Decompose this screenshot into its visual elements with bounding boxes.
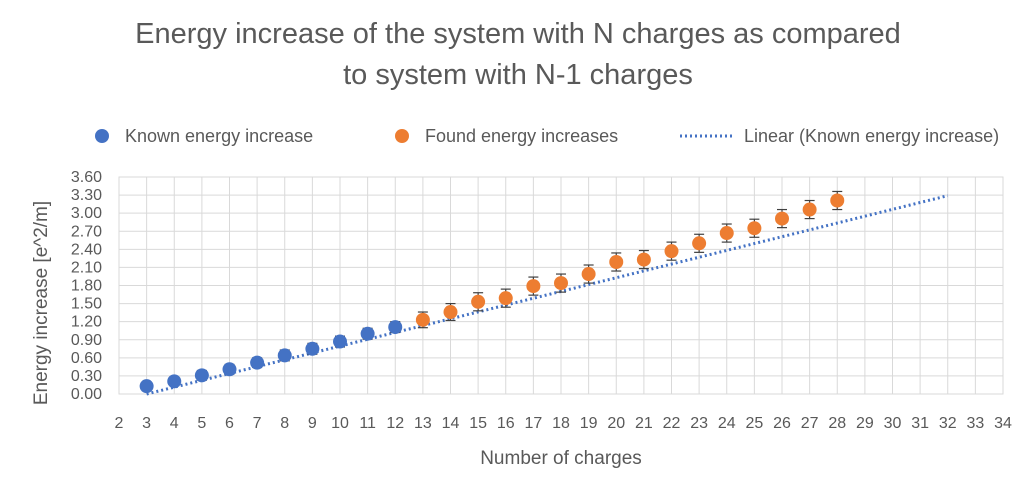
legend-label-found: Found energy increases xyxy=(425,126,618,146)
x-tick-label: 22 xyxy=(663,415,681,432)
data-point xyxy=(277,348,292,363)
x-tick-label: 28 xyxy=(828,415,846,432)
x-tick-label: 25 xyxy=(745,415,763,432)
y-axis-title: Energy increase [e^2/m] xyxy=(31,201,52,405)
x-tick-label: 6 xyxy=(225,415,234,432)
data-point xyxy=(609,254,624,269)
x-tick-label: 19 xyxy=(580,415,598,432)
x-tick-label: 33 xyxy=(966,415,984,432)
legend-marker-found xyxy=(395,129,409,143)
x-tick-label: 10 xyxy=(331,415,349,432)
x-tick-label: 4 xyxy=(170,415,179,432)
data-point xyxy=(333,334,347,349)
x-tick-label: 17 xyxy=(524,415,542,432)
y-tick-label: 3.30 xyxy=(71,187,102,204)
data-point xyxy=(692,236,707,251)
y-tick-label: 3.00 xyxy=(71,205,102,222)
data-point xyxy=(305,341,320,356)
x-axis-title: Number of charges xyxy=(480,448,642,469)
chart-title-line-2: to system with N-1 charges xyxy=(343,59,693,91)
legend-marker-known xyxy=(95,129,109,143)
x-tick-label: 30 xyxy=(884,415,902,432)
x-tick-label: 23 xyxy=(690,415,708,432)
x-tick-label: 34 xyxy=(994,415,1012,432)
data-point xyxy=(554,276,568,291)
linear-trendline xyxy=(146,194,949,396)
y-tick-label: 0.00 xyxy=(71,386,102,403)
data-point xyxy=(747,221,762,236)
series-found xyxy=(415,190,845,329)
x-tick-label: 27 xyxy=(801,415,819,432)
data-point xyxy=(775,211,789,226)
data-point xyxy=(139,379,154,394)
plot-area xyxy=(118,176,1004,395)
grid xyxy=(118,176,1004,395)
x-tick-label: 14 xyxy=(442,415,460,432)
y-tick-label: 2.70 xyxy=(71,223,102,240)
x-tick-label: 18 xyxy=(552,415,570,432)
x-tick-label: 12 xyxy=(386,415,404,432)
legend-label-linear: Linear (Known energy increase) xyxy=(744,126,999,146)
x-tick-label: 24 xyxy=(718,415,736,432)
data-point xyxy=(498,291,513,306)
x-tick-label: 15 xyxy=(469,415,487,432)
chart-title-line-1: Energy increase of the system with N cha… xyxy=(135,18,901,50)
data-point xyxy=(719,226,734,241)
y-tick-label: 1.50 xyxy=(71,296,102,313)
x-tick-labels: 2 3 4 5 6 7 8 9 10 11 12 13 14 15 16 17 18 19 20 21 22 23 24 25… xyxy=(115,415,1012,432)
data-point xyxy=(360,326,375,341)
y-tick-label: 3.60 xyxy=(71,169,102,186)
y-tick-label: 1.20 xyxy=(71,314,102,331)
series xyxy=(139,190,949,396)
x-tick-label: 21 xyxy=(635,415,653,432)
legend: Known energy increase Found energy incre… xyxy=(95,126,999,146)
x-tick-label: 29 xyxy=(856,415,874,432)
data-point xyxy=(526,279,541,294)
data-point xyxy=(830,193,845,208)
data-point xyxy=(664,244,679,259)
y-tick-label: 0.30 xyxy=(71,368,102,385)
data-point xyxy=(443,305,458,320)
series-known xyxy=(139,320,403,394)
data-point xyxy=(222,362,237,377)
y-tick-label: 2.40 xyxy=(71,241,102,258)
x-tick-label: 13 xyxy=(414,415,432,432)
data-point xyxy=(802,202,817,217)
x-tick-label: 7 xyxy=(253,415,262,432)
x-tick-label: 32 xyxy=(939,415,957,432)
x-tick-label: 9 xyxy=(308,415,317,432)
x-tick-label: 11 xyxy=(359,415,376,432)
x-tick-label: 31 xyxy=(911,415,929,432)
data-point xyxy=(167,374,182,389)
data-point xyxy=(581,267,596,282)
x-tick-label: 2 xyxy=(115,415,124,432)
data-point xyxy=(636,252,651,267)
x-tick-label: 8 xyxy=(280,415,289,432)
legend-label-known: Known energy increase xyxy=(125,126,313,146)
y-tick-label: 0.90 xyxy=(71,332,102,349)
data-point xyxy=(250,355,265,370)
y-tick-labels: 0.000.300.600.901.201.501.80 2.102.402.70… xyxy=(71,169,102,403)
x-tick-label: 3 xyxy=(142,415,151,432)
x-tick-label: 26 xyxy=(773,415,791,432)
x-tick-label: 16 xyxy=(497,415,515,432)
x-tick-label: 20 xyxy=(607,415,625,432)
y-tick-label: 2.10 xyxy=(71,259,102,276)
y-tick-label: 0.60 xyxy=(71,350,102,367)
y-tick-label: 1.80 xyxy=(71,278,102,295)
x-tick-label: 5 xyxy=(197,415,206,432)
data-point xyxy=(415,312,430,327)
data-point xyxy=(388,320,403,335)
data-point xyxy=(194,368,209,383)
data-point xyxy=(471,294,486,309)
